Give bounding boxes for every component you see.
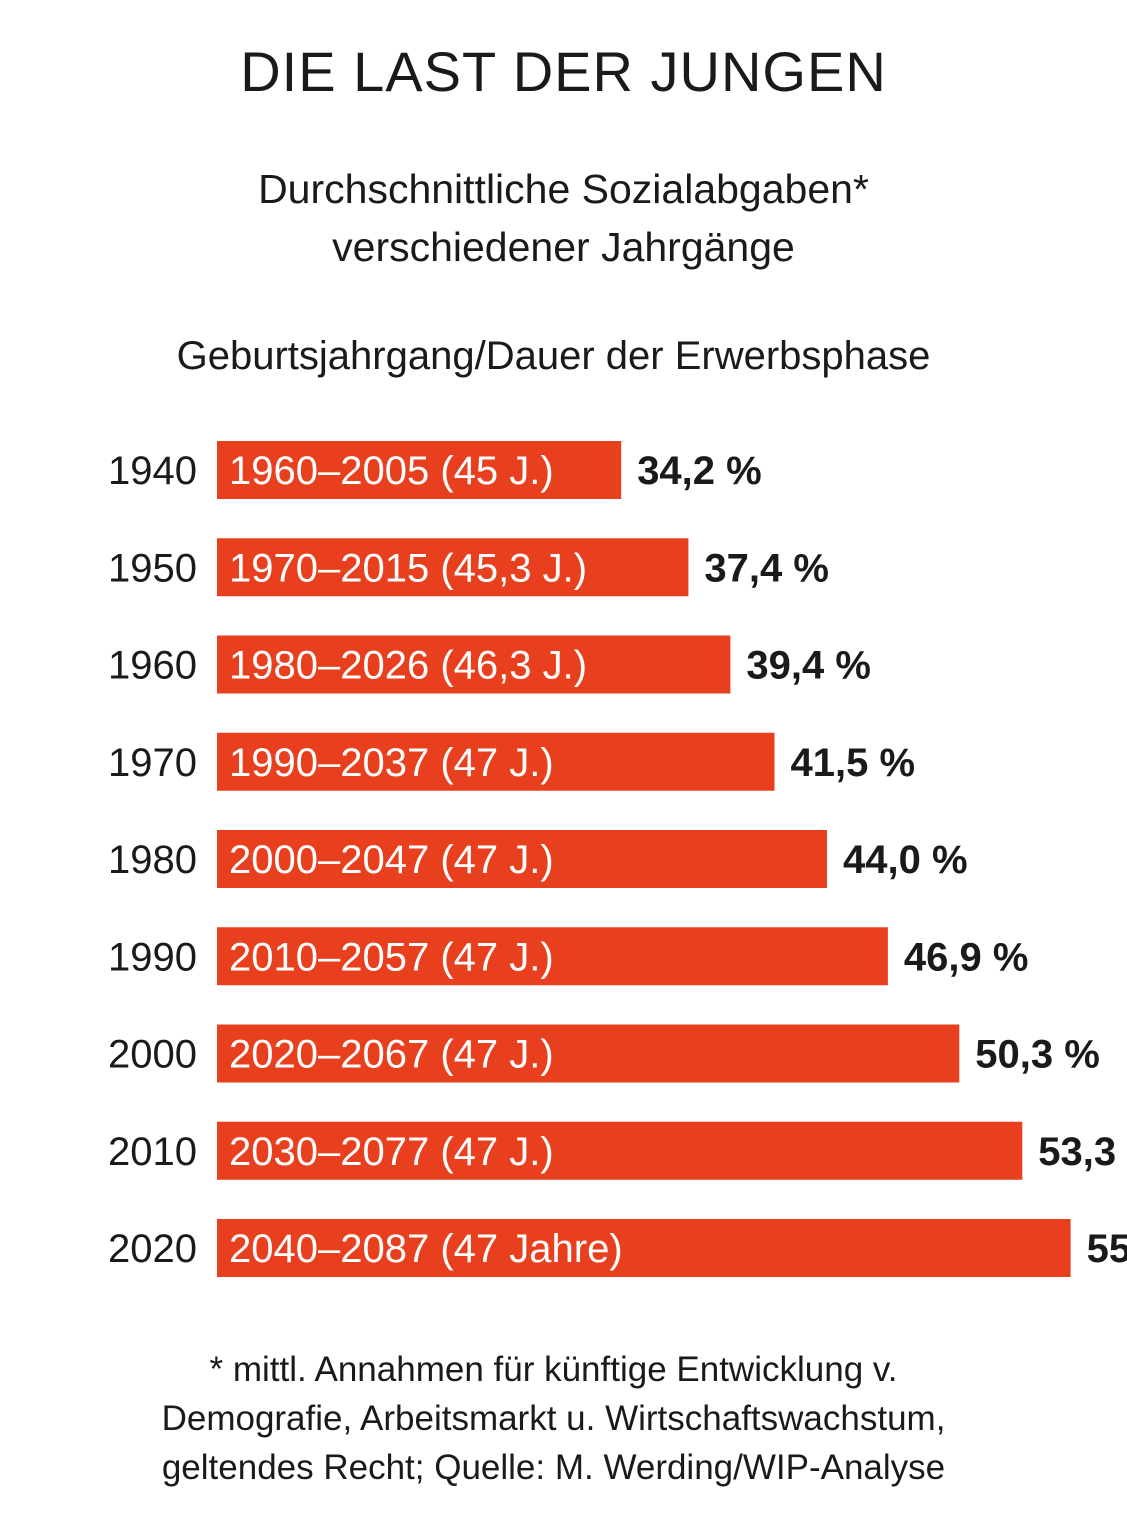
chart-subtitle: Durchschnittliche Sozialabgaben* verschi… — [0, 160, 1127, 276]
bar-period-label: 2030–2077 (47 J.) — [229, 1130, 554, 1174]
value-label: 55,6 % — [1087, 1227, 1127, 1271]
bar — [217, 1024, 960, 1083]
footnote-line: * mittl. Annahmen für künftige Entwicklu… — [209, 1350, 898, 1389]
value-label: 41,5 % — [791, 741, 916, 785]
value-label: 53,3 % — [1038, 1130, 1127, 1174]
year-label: 1940 — [108, 449, 197, 493]
year-label: 2020 — [108, 1227, 197, 1271]
year-label: 1980 — [108, 838, 197, 882]
footnote: * mittl. Annahmen für künftige Entwicklu… — [0, 1345, 1107, 1492]
bar-period-label: 1970–2015 (45,3 J.) — [229, 546, 587, 590]
bar-period-label: 2000–2047 (47 J.) — [229, 838, 554, 882]
bar — [217, 441, 622, 499]
value-label: 34,2 % — [637, 449, 762, 493]
bar-period-label: 2040–2087 (47 Jahre) — [229, 1227, 623, 1271]
value-label: 50,3 % — [975, 1033, 1100, 1077]
year-label: 1990 — [108, 935, 197, 979]
bar — [217, 635, 731, 694]
column-header: Geburtsjahrgang/Dauer der Erwerbsphase — [176, 334, 931, 378]
bar-period-label: 2020–2067 (47 J.) — [229, 1033, 554, 1077]
year-label: 2010 — [108, 1130, 197, 1174]
footnote-line: Demografie, Arbeitsmarkt u. Wirtschaftsw… — [161, 1399, 946, 1438]
bar — [217, 1121, 1023, 1180]
value-label: 46,9 % — [904, 935, 1029, 979]
bar-period-label: 1980–2026 (46,3 J.) — [229, 644, 587, 688]
bar — [217, 830, 827, 888]
value-label: 39,4 % — [746, 644, 871, 688]
bar — [217, 927, 888, 986]
bar-period-label: 2010–2057 (47 J.) — [229, 935, 554, 979]
chart-title: DIE LAST DER JUNGEN — [240, 40, 887, 103]
bar-period-label: 1990–2037 (47 J.) — [229, 741, 554, 785]
year-label: 1970 — [108, 741, 197, 785]
bar-period-label: 1960–2005 (45 J.) — [229, 449, 554, 493]
bar — [217, 1219, 1071, 1277]
subtitle-line: Durchschnittliche Sozialabgaben* — [258, 166, 869, 212]
value-label: 37,4 % — [704, 546, 829, 590]
year-label: 1960 — [108, 644, 197, 688]
value-label: 44,0 % — [843, 838, 968, 882]
year-label: 2000 — [108, 1033, 197, 1077]
bar — [217, 538, 689, 597]
footnote-line: geltendes Recht; Quelle: M. Werding/WIP-… — [161, 1448, 946, 1487]
subtitle-line: verschiedener Jahrgänge — [332, 224, 795, 270]
bar — [217, 732, 775, 791]
year-label: 1950 — [108, 546, 197, 590]
